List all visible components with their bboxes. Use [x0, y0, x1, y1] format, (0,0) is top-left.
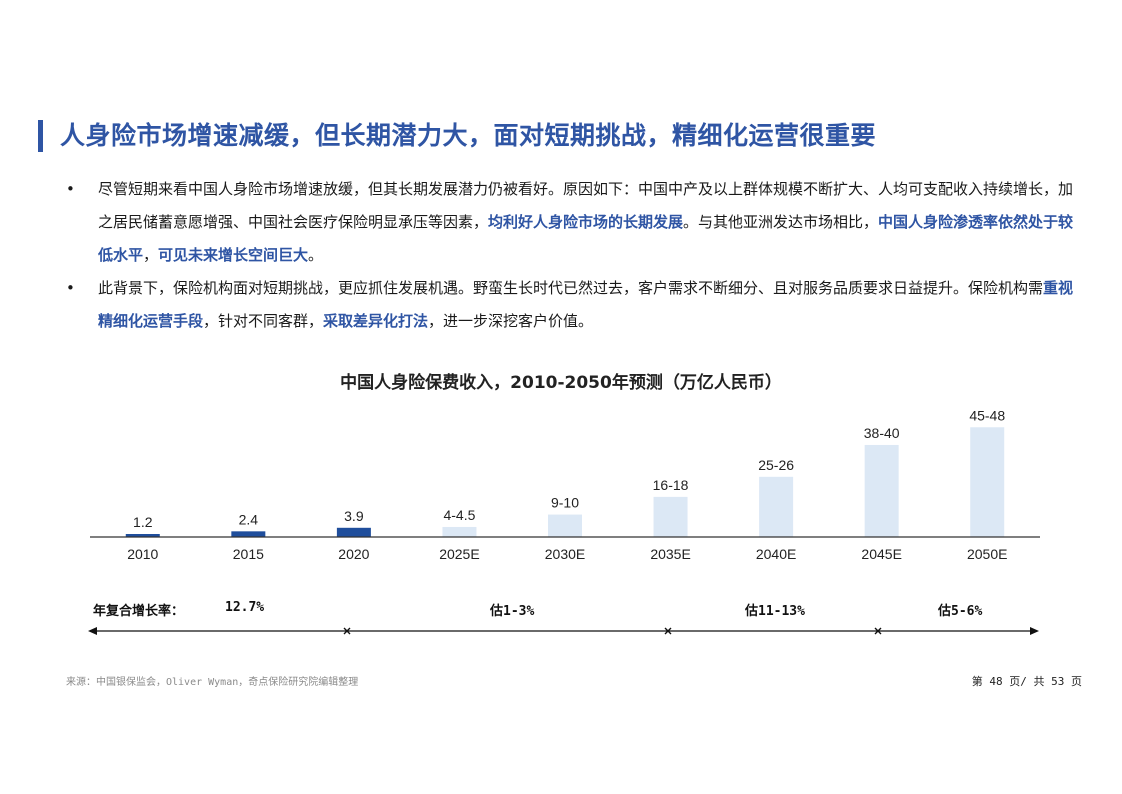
bullet-item: • 此背景下，保险机构面对短期挑战，更应抓住发展机遇。野蛮生长时代已然过去，客户…	[66, 272, 1086, 338]
cross-marker-icon	[664, 627, 672, 635]
chart-title: 中国人身险保费收入，2010-2050年预测（万亿人民币）	[340, 373, 782, 393]
value-label: 9-10	[551, 495, 579, 511]
bullet-highlight: 采取差异化打法	[323, 312, 429, 330]
value-label: 1.2	[133, 514, 153, 530]
x-tick-label: 2010	[127, 546, 158, 562]
cross-marker-icon	[874, 627, 882, 635]
bar-2030E	[548, 514, 582, 537]
bar-2035E	[653, 496, 688, 537]
x-tick-label: 2050E	[967, 546, 1007, 562]
x-tick-label: 2015	[233, 546, 264, 562]
page-number: 第 48 页/ 共 53 页	[971, 675, 1082, 688]
growth-actual: 12.7%	[225, 600, 265, 615]
bullet-text: ，进一步深挖客户价值。	[428, 312, 594, 330]
value-label: 4-4.5	[443, 507, 475, 523]
bullet-text: 。	[308, 246, 324, 264]
x-tick-label: 2020	[338, 546, 369, 562]
bullet-text: ，	[143, 246, 159, 264]
cross-marker-icon	[343, 627, 351, 635]
bar-2040E	[759, 476, 794, 537]
x-tick-label: 2045E	[861, 546, 901, 562]
bar-2045E	[864, 444, 899, 537]
value-label: 38-40	[864, 425, 900, 441]
source-note: 来源：中国银保监会，Oliver Wyman，奇点保险研究院编辑整理	[66, 677, 359, 688]
bullet-text: 尽管短期来看中国人身险市场增速放缓，但其长期发展潜力仍被看好。原因如下：中国中产…	[98, 180, 1074, 231]
growth-segment-1: 估1-3%	[490, 604, 535, 619]
growth-timeline	[88, 627, 1039, 635]
bullet-highlight: 重视精细化运营手段	[98, 279, 1074, 330]
bar-2010	[125, 534, 160, 537]
bullet-text: 。与其他亚洲发达市场相比，	[683, 213, 879, 231]
bar-2050E	[970, 427, 1005, 537]
bullet-highlight: 均利好人身险市场的长期发展	[488, 213, 684, 231]
value-label: 2.4	[239, 511, 259, 527]
value-label: 3.9	[344, 508, 364, 524]
title-accent-bar	[38, 120, 43, 152]
value-label: 25-26	[758, 457, 794, 473]
bullet-dot: •	[66, 279, 75, 297]
bar-2020	[336, 527, 371, 537]
bar-2015	[231, 531, 266, 537]
bar-2025E	[442, 526, 477, 537]
value-label: 16-18	[653, 477, 689, 493]
growth-segment-2: 估11-13%	[745, 604, 805, 619]
bullet-item: • 尽管短期来看中国人身险市场增速放缓，但其长期发展潜力仍被看好。原因如下：中国…	[66, 173, 1086, 272]
bar-chart: 1.2 2010 2.4 2015 3.9 2020 4-4.5 2025E 9-10 2030E…	[90, 407, 1040, 562]
x-tick-label: 2040E	[756, 546, 796, 562]
x-tick-label: 2035E	[650, 546, 690, 562]
bullet-text: 此背景下，保险机构面对短期挑战，更应抓住发展机遇。野蛮生长时代已然过去，客户需求…	[98, 279, 1044, 297]
x-tick-label: 2030E	[545, 546, 585, 562]
growth-segment-3: 估5-6%	[938, 604, 983, 619]
x-tick-label: 2025E	[439, 546, 479, 562]
bullet-dot: •	[66, 180, 75, 198]
page-title: 人身险市场增速减缓，但长期潜力大，面对短期挑战，精细化运营很重要	[60, 121, 877, 150]
bullet-text: ，针对不同客群，	[203, 312, 324, 330]
value-label: 45-48	[969, 407, 1005, 423]
bullet-list: • 尽管短期来看中国人身险市场增速放缓，但其长期发展潜力仍被看好。原因如下：中国…	[66, 173, 1086, 338]
arrow-left-icon	[88, 627, 97, 635]
growth-label: 年复合增长率：	[93, 604, 185, 619]
bullet-highlight: 中国人身险渗透率依然处于较低水平	[98, 213, 1074, 264]
timeline-markers	[343, 627, 882, 635]
arrow-right-icon	[1030, 627, 1039, 635]
bullet-highlight: 可见未来增长空间巨大	[158, 246, 309, 264]
